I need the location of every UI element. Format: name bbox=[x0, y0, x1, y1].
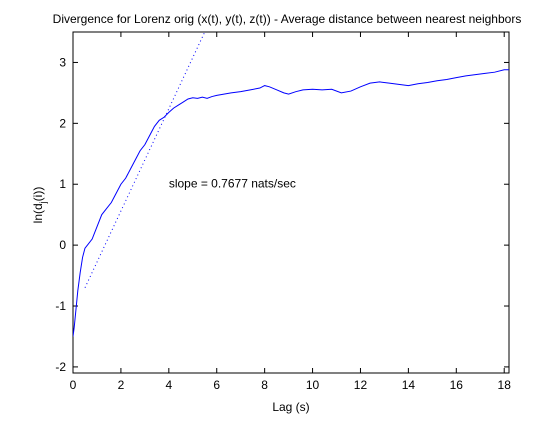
y-tick-label: -2 bbox=[55, 360, 66, 374]
x-tick-label: 12 bbox=[354, 378, 368, 392]
annotation-layer: slope = 0.7677 nats/sec bbox=[169, 176, 296, 190]
plot-frame bbox=[73, 32, 509, 373]
x-tick-label: 8 bbox=[261, 378, 268, 392]
x-tick-label: 10 bbox=[306, 378, 320, 392]
chart-title: Divergence for Lorenz orig (x(t), y(t), … bbox=[53, 12, 522, 26]
y-axis-label-prefix: ln(d bbox=[31, 203, 45, 223]
x-tick-label: 14 bbox=[402, 378, 416, 392]
x-axis-label: Lag (s) bbox=[272, 400, 309, 414]
y-tick-label: -1 bbox=[55, 299, 66, 313]
x-tick-label: 18 bbox=[498, 378, 512, 392]
y-tick-label: 3 bbox=[59, 55, 66, 69]
y-tick-label: 1 bbox=[59, 177, 66, 191]
y-axis-label-suffix: (i)) bbox=[31, 187, 45, 202]
x-tick-label: 6 bbox=[213, 378, 220, 392]
x-tick-label: 0 bbox=[70, 378, 77, 392]
x-tick-label: 2 bbox=[118, 378, 125, 392]
x-tick-label: 4 bbox=[165, 378, 172, 392]
x-tick-label: 16 bbox=[450, 378, 464, 392]
slope-annotation: slope = 0.7677 nats/sec bbox=[169, 176, 296, 190]
y-tick-label: 0 bbox=[59, 238, 66, 252]
y-tick-label: 2 bbox=[59, 116, 66, 130]
